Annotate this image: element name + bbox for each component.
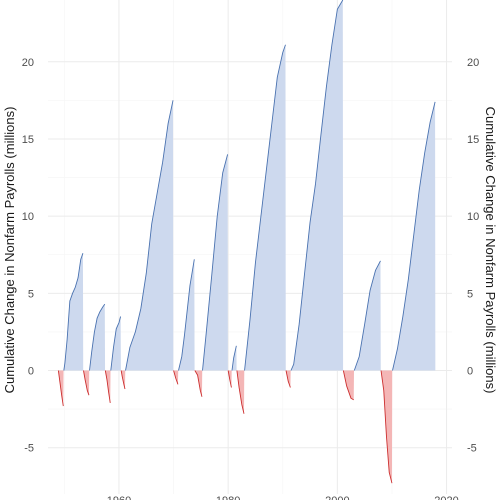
expansion-line: [202, 154, 229, 371]
y-tick-label-right: 0: [467, 366, 473, 378]
y-tick-label-right: 5: [467, 288, 473, 300]
x-tick-labels: 1960 1980 2000 2020: [107, 495, 459, 500]
y-tick-label-right: 15: [467, 134, 479, 146]
contraction-area: [343, 370, 354, 400]
contraction-line: [194, 370, 203, 397]
y-tick-label-left: 0: [28, 366, 34, 378]
contraction-line: [236, 370, 245, 414]
expansion-line: [244, 44, 286, 371]
series-areas: [57, 0, 436, 484]
expansion-line: [392, 101, 436, 371]
contraction-line: [380, 370, 393, 484]
y-tick-labels-left: -5 0 5 10 15 20: [22, 57, 34, 455]
x-tick-label: 2000: [325, 495, 349, 500]
y-tick-label-left: 15: [22, 134, 34, 146]
expansion-line: [353, 260, 381, 371]
expansion-line: [110, 316, 122, 371]
contraction-area: [381, 370, 393, 484]
contraction-line: [285, 370, 291, 388]
x-tick-label: 2020: [434, 495, 458, 500]
expansion-area: [354, 260, 381, 371]
contraction-line: [120, 370, 126, 390]
expansion-area: [63, 253, 84, 371]
y-tick-label-right: 10: [467, 211, 479, 223]
expansion-area: [290, 0, 344, 371]
y-tick-label-left: 20: [22, 57, 34, 69]
contraction-line: [83, 370, 90, 396]
expansion-area: [244, 44, 286, 371]
y-axis-title-right: Cumulative Change in Nonfarm Payrolls (m…: [483, 107, 498, 394]
expansion-area: [89, 304, 106, 371]
expansion-area: [110, 316, 121, 371]
expansion-line: [125, 100, 174, 371]
expansion-area: [178, 259, 195, 371]
contraction-line: [227, 370, 232, 388]
y-tick-label-right: -5: [467, 443, 477, 455]
x-tick-label: 1980: [216, 495, 240, 500]
contraction-line: [342, 370, 354, 401]
y-tick-label-left: 5: [28, 288, 34, 300]
expansion-line: [290, 0, 344, 371]
expansion-line: [178, 259, 195, 371]
expansion-line: [63, 253, 84, 371]
contraction-line: [104, 370, 111, 403]
y-tick-labels-right: -5 0 5 10 15 20: [467, 57, 479, 455]
contraction-line: [173, 370, 179, 385]
expansion-area: [202, 154, 228, 371]
y-tick-label-left: -5: [24, 443, 34, 455]
x-tick-label: 1960: [107, 495, 131, 500]
y-tick-label-left: 10: [22, 211, 34, 223]
contraction-area: [236, 370, 245, 414]
expansion-line: [89, 303, 106, 371]
expansion-line: [231, 345, 237, 371]
y-axis-title-left: Cumulative Change in Nonfarm Payrolls (m…: [2, 107, 17, 394]
y-tick-label-right: 20: [467, 57, 479, 69]
expansion-area: [125, 100, 174, 371]
contraction-line: [57, 370, 64, 407]
